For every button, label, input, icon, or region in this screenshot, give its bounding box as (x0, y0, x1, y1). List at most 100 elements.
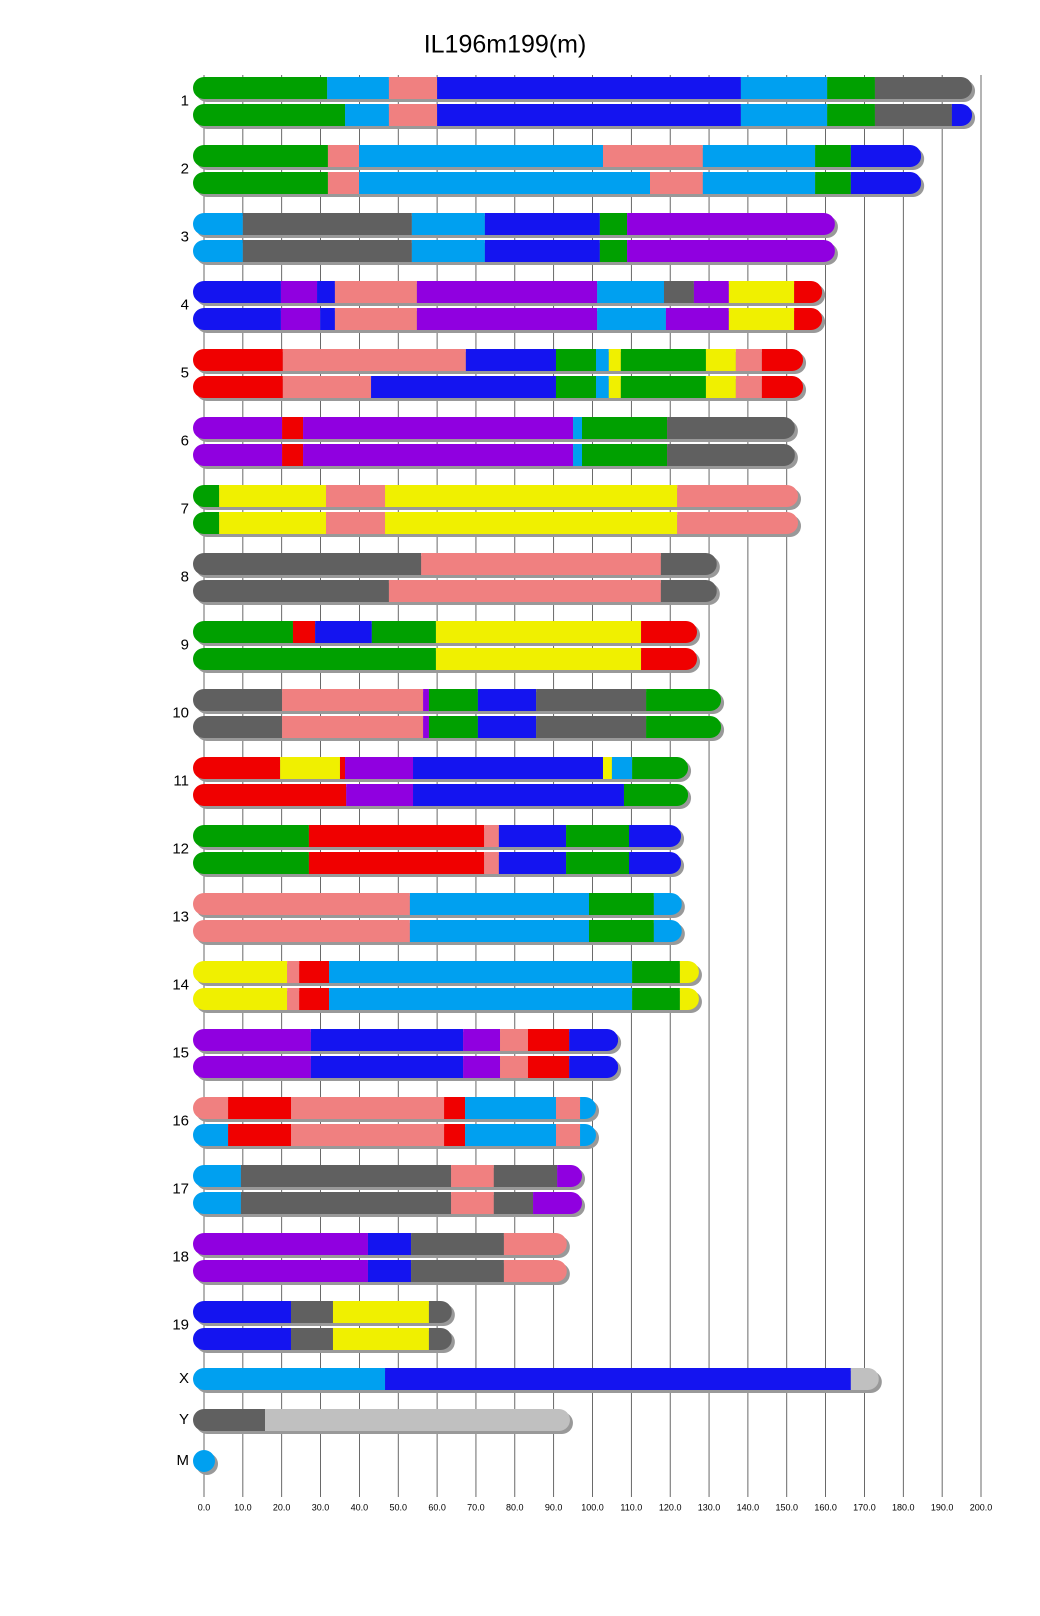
segment (287, 961, 300, 983)
segment (705, 376, 736, 398)
segment (437, 104, 741, 126)
segment (435, 648, 642, 670)
chromosome-label: 17 (172, 1180, 189, 1197)
segment (677, 512, 799, 534)
haplotype (193, 689, 722, 711)
segment (533, 1192, 583, 1214)
haplotype (193, 417, 795, 439)
haplotype (193, 485, 799, 507)
segment (219, 512, 326, 534)
x-tick-label: 190.0 (931, 1502, 954, 1512)
haplotype (193, 1368, 879, 1390)
segment (280, 308, 321, 330)
chromosome-label: 5 (181, 364, 189, 381)
chromosome-label: 15 (172, 1044, 189, 1061)
x-tick-label: 130.0 (698, 1502, 721, 1512)
segment (193, 104, 346, 126)
x-tick-label: 40.0 (351, 1502, 369, 1512)
segment (702, 172, 816, 194)
segment (660, 580, 717, 602)
x-tick-label: 80.0 (506, 1502, 524, 1512)
segment (193, 308, 281, 330)
segment (416, 281, 598, 303)
segment (611, 757, 633, 779)
segment (193, 988, 288, 1010)
haplotype (193, 308, 823, 330)
segment (437, 77, 741, 99)
segment (240, 1192, 452, 1214)
haplotype (193, 240, 835, 262)
segment (503, 1260, 567, 1282)
segment (566, 825, 630, 847)
segment (282, 417, 304, 439)
haplotype (193, 1124, 596, 1146)
segment (193, 716, 283, 738)
segment (193, 349, 283, 371)
segment (291, 1124, 445, 1146)
x-tick-label: 200.0 (970, 1502, 993, 1512)
haplotype (193, 1409, 570, 1431)
chromosome-label: 4 (181, 296, 189, 313)
segment (528, 1029, 570, 1051)
chromosome-label: 12 (172, 840, 189, 857)
haplotype (193, 716, 722, 738)
segment (555, 1124, 581, 1146)
haplotype (193, 648, 698, 670)
segment (465, 1097, 556, 1119)
segment (484, 213, 600, 235)
segment (850, 172, 922, 194)
segment (761, 376, 804, 398)
segment (346, 784, 414, 806)
segment (735, 349, 762, 371)
segment (359, 145, 603, 167)
segment (435, 621, 642, 643)
segment (193, 145, 328, 167)
chromosome-label: 3 (181, 228, 189, 245)
segment (794, 308, 823, 330)
segment (242, 213, 412, 235)
chromosome-label: 8 (181, 568, 189, 585)
segment (444, 1097, 466, 1119)
segment (320, 308, 335, 330)
x-tick-label: 70.0 (467, 1502, 485, 1512)
segment (193, 1124, 229, 1146)
segment (679, 988, 699, 1010)
x-tick-label: 50.0 (389, 1502, 407, 1512)
segment (193, 1192, 241, 1214)
segment (240, 1165, 452, 1187)
segment (632, 988, 680, 1010)
haplotype (193, 961, 699, 983)
segment (498, 825, 567, 847)
haplotype (193, 512, 799, 534)
segment (477, 716, 537, 738)
segment (465, 1124, 556, 1146)
segment (303, 444, 574, 466)
segment (282, 716, 424, 738)
haplotype (193, 1056, 619, 1078)
x-tick-label: 0.0 (198, 1502, 211, 1512)
segment (589, 920, 654, 942)
segment (632, 961, 680, 983)
segment (327, 172, 360, 194)
segment (193, 1097, 229, 1119)
segment (627, 213, 835, 235)
segment (193, 961, 288, 983)
segment (850, 1368, 879, 1390)
segment (428, 1328, 452, 1350)
segment (693, 281, 729, 303)
chromosome-label: 9 (181, 636, 189, 653)
segment (332, 1328, 429, 1350)
segment (282, 689, 424, 711)
chromosome-label: 10 (172, 704, 189, 721)
segment (339, 757, 346, 779)
segment (702, 145, 816, 167)
segment (582, 417, 668, 439)
segment (325, 512, 386, 534)
segment (444, 1124, 466, 1146)
segment (740, 104, 828, 126)
segment (451, 1165, 494, 1187)
segment (463, 1056, 501, 1078)
haplotype (193, 104, 973, 126)
chromosome-label: 14 (172, 976, 189, 993)
